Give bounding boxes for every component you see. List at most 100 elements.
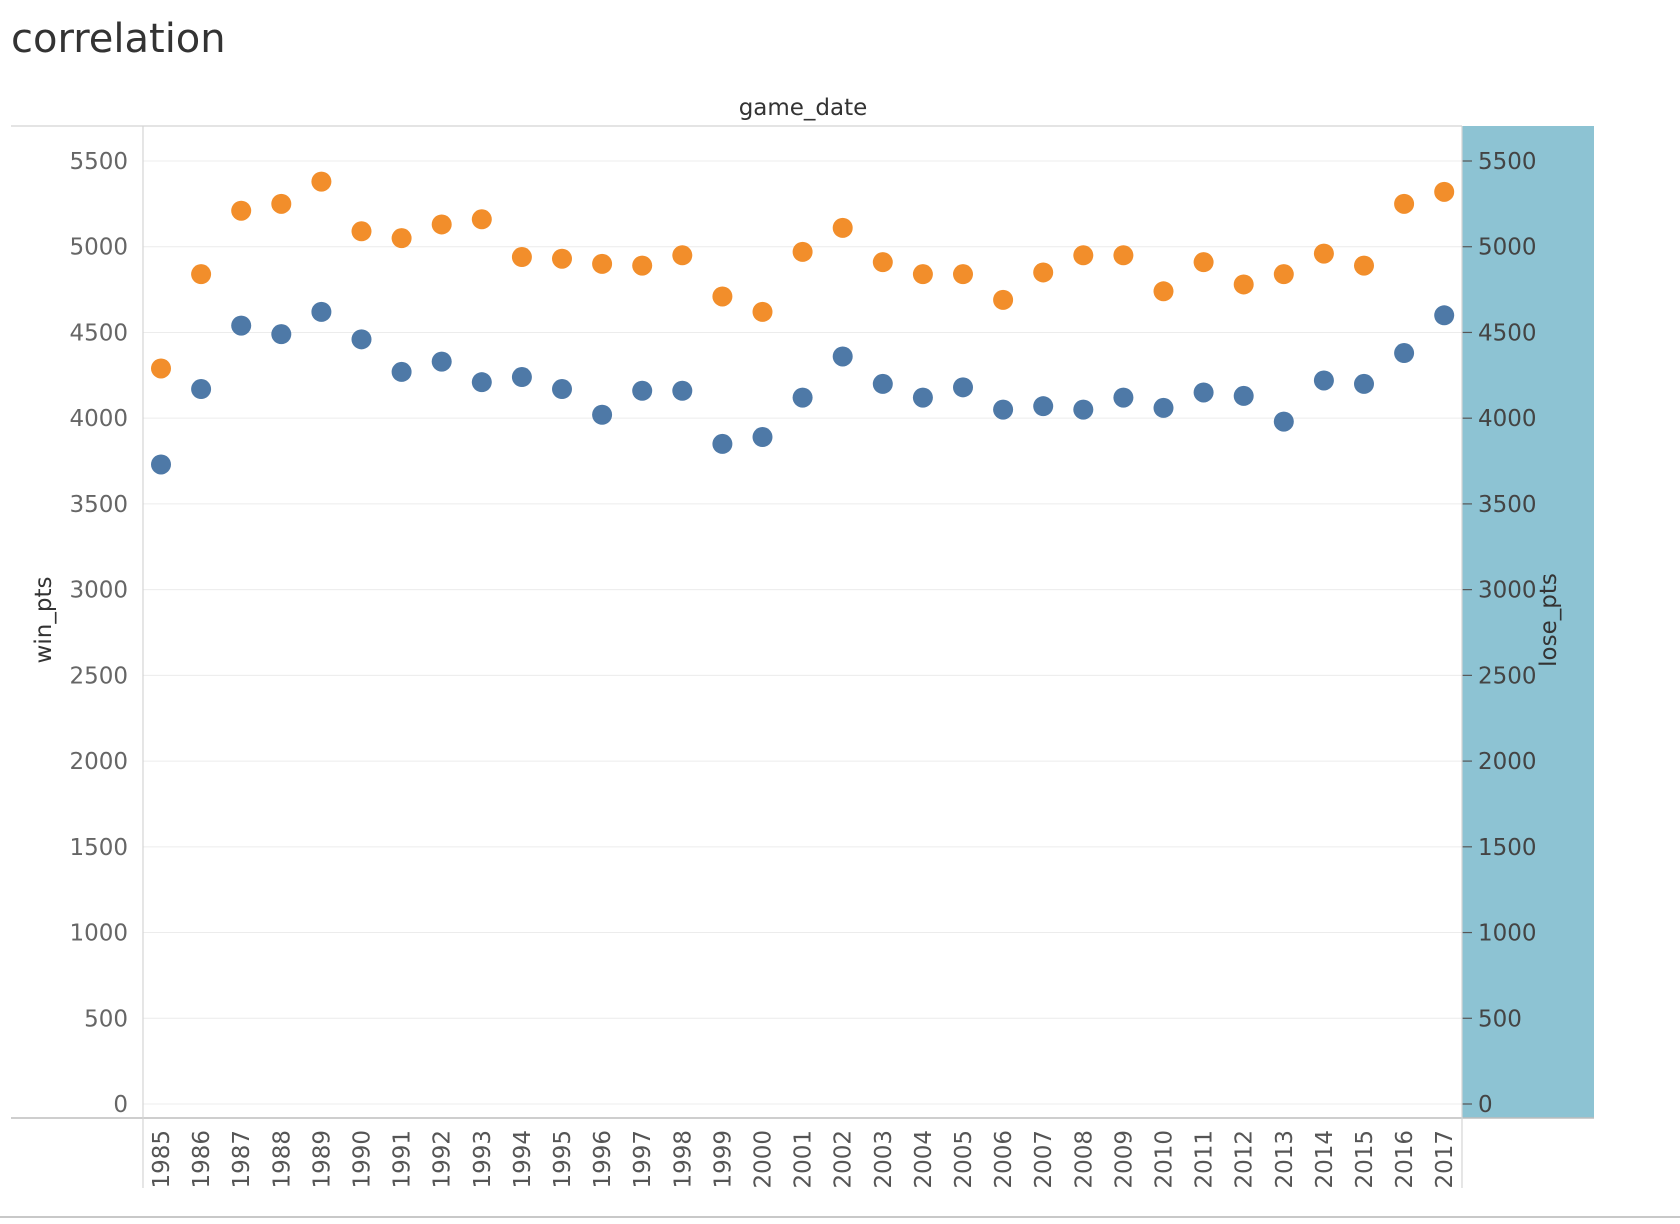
right-tick-label: 5000	[1478, 235, 1537, 261]
win-pts-point	[1394, 193, 1415, 214]
x-tick-label: 2012	[1232, 1130, 1258, 1189]
x-tick-label: 2008	[1071, 1130, 1097, 1189]
lose-pts-point	[471, 372, 492, 393]
lose-pts-point	[431, 351, 452, 372]
win-pts-point	[712, 286, 733, 307]
x-tick-label: 1985	[149, 1130, 175, 1189]
x-tick-label: 1986	[189, 1130, 215, 1189]
x-tick-label: 1995	[550, 1130, 576, 1189]
x-tick-label: 2011	[1192, 1130, 1218, 1189]
win-pts-point	[311, 171, 332, 192]
win-pts-point	[672, 245, 693, 266]
sheet-title: correlation	[11, 16, 226, 62]
lose-pts-point	[271, 324, 292, 345]
lose-pts-point	[552, 379, 572, 400]
lose-pts-point	[592, 404, 613, 425]
lose-pts-point	[953, 377, 973, 398]
win-pts-point	[151, 358, 171, 379]
left-tick-label: 1500	[69, 835, 128, 861]
win-pts-point	[1273, 264, 1294, 285]
lose-pts-point	[151, 454, 171, 475]
y-axis-title-right: lose_pts	[1536, 573, 1562, 667]
win-pts-point	[872, 252, 893, 273]
x-tick-label: 2015	[1352, 1130, 1378, 1189]
win-pts-point	[632, 255, 653, 276]
win-pts-point	[1153, 281, 1174, 302]
lose-pts-point	[672, 380, 693, 401]
x-tick-label: 2000	[751, 1130, 777, 1189]
lose-pts-point	[1073, 399, 1094, 420]
lose-pts-point	[993, 399, 1014, 420]
x-tick-label: 1998	[670, 1130, 696, 1189]
win-pts-point	[471, 209, 492, 230]
win-pts-point	[1434, 181, 1455, 202]
win-pts-point	[1313, 243, 1334, 264]
win-pts-point	[792, 241, 813, 262]
win-pts-point	[592, 253, 613, 274]
win-pts-point	[271, 193, 292, 214]
win-pts-point	[993, 289, 1014, 310]
left-tick-label: 5000	[69, 235, 128, 261]
x-tick-label: 2013	[1272, 1130, 1298, 1189]
x-tick-label: 1993	[470, 1130, 496, 1189]
lose-pts-point	[832, 346, 853, 367]
x-tick-label: 1989	[309, 1130, 335, 1189]
lose-pts-point	[1113, 387, 1134, 408]
lose-pts-point	[391, 361, 412, 382]
left-tick-label: 4500	[69, 320, 128, 346]
left-tick-label: 3500	[69, 492, 128, 518]
lose-pts-point	[1313, 370, 1334, 391]
column-header: game_date	[739, 95, 868, 121]
lose-pts-point	[1153, 397, 1174, 418]
lose-pts-point	[351, 329, 372, 350]
x-tick-label: 2010	[1152, 1130, 1178, 1189]
right-tick-label: 4500	[1478, 320, 1537, 346]
win-pts-point	[1233, 274, 1254, 295]
lose-pts-point	[1193, 382, 1214, 403]
win-pts-point	[1073, 245, 1094, 266]
y-axis-title-left: win_pts	[31, 577, 57, 664]
win-pts-point	[1033, 262, 1054, 283]
left-tick-label: 2500	[69, 663, 128, 689]
left-tick-label: 4000	[69, 406, 128, 432]
win-pts-point	[431, 214, 452, 235]
x-tick-label: 2005	[951, 1130, 977, 1189]
x-tick-label: 1988	[269, 1130, 295, 1189]
right-tick-label: 500	[1478, 1006, 1522, 1032]
left-tick-label: 0	[113, 1092, 128, 1118]
lose-pts-point	[1394, 343, 1415, 364]
win-pts-point	[511, 247, 532, 268]
right-tick-label: 1000	[1478, 921, 1537, 947]
lose-pts-point	[912, 387, 933, 408]
right-tick-label: 2500	[1478, 663, 1537, 689]
lose-pts-point	[1233, 385, 1254, 406]
right-tick-label: 2000	[1478, 749, 1537, 775]
x-tick-label: 1997	[630, 1130, 656, 1189]
x-tick-label: 2014	[1312, 1130, 1338, 1189]
right-tick-label: 3500	[1478, 492, 1537, 518]
win-pts-point	[953, 264, 973, 285]
x-tick-label: 2001	[791, 1130, 817, 1189]
bottom-rule	[0, 1216, 1680, 1218]
x-tick-label: 1991	[390, 1130, 416, 1189]
win-pts-point	[1113, 245, 1134, 266]
left-tick-label: 5500	[69, 149, 128, 175]
left-tick-label: 1000	[69, 921, 128, 947]
right-tick-label: 1500	[1478, 835, 1537, 861]
left-tick-label: 500	[84, 1006, 128, 1032]
lose-pts-point	[632, 380, 653, 401]
win-pts-point	[832, 217, 853, 238]
right-axis-panel	[1462, 126, 1594, 1118]
x-tick-label: 1987	[229, 1130, 255, 1189]
lose-pts-point	[231, 315, 252, 336]
x-tick-label: 1996	[590, 1130, 616, 1189]
x-tick-label: 1990	[350, 1130, 376, 1189]
x-tick-label: 2009	[1111, 1130, 1137, 1189]
x-tick-label: 1994	[510, 1130, 536, 1189]
win-pts-point	[552, 248, 572, 269]
win-pts-point	[391, 228, 412, 249]
lose-pts-point	[511, 367, 532, 388]
lose-pts-point	[1033, 396, 1054, 417]
x-tick-label: 1992	[430, 1130, 456, 1189]
